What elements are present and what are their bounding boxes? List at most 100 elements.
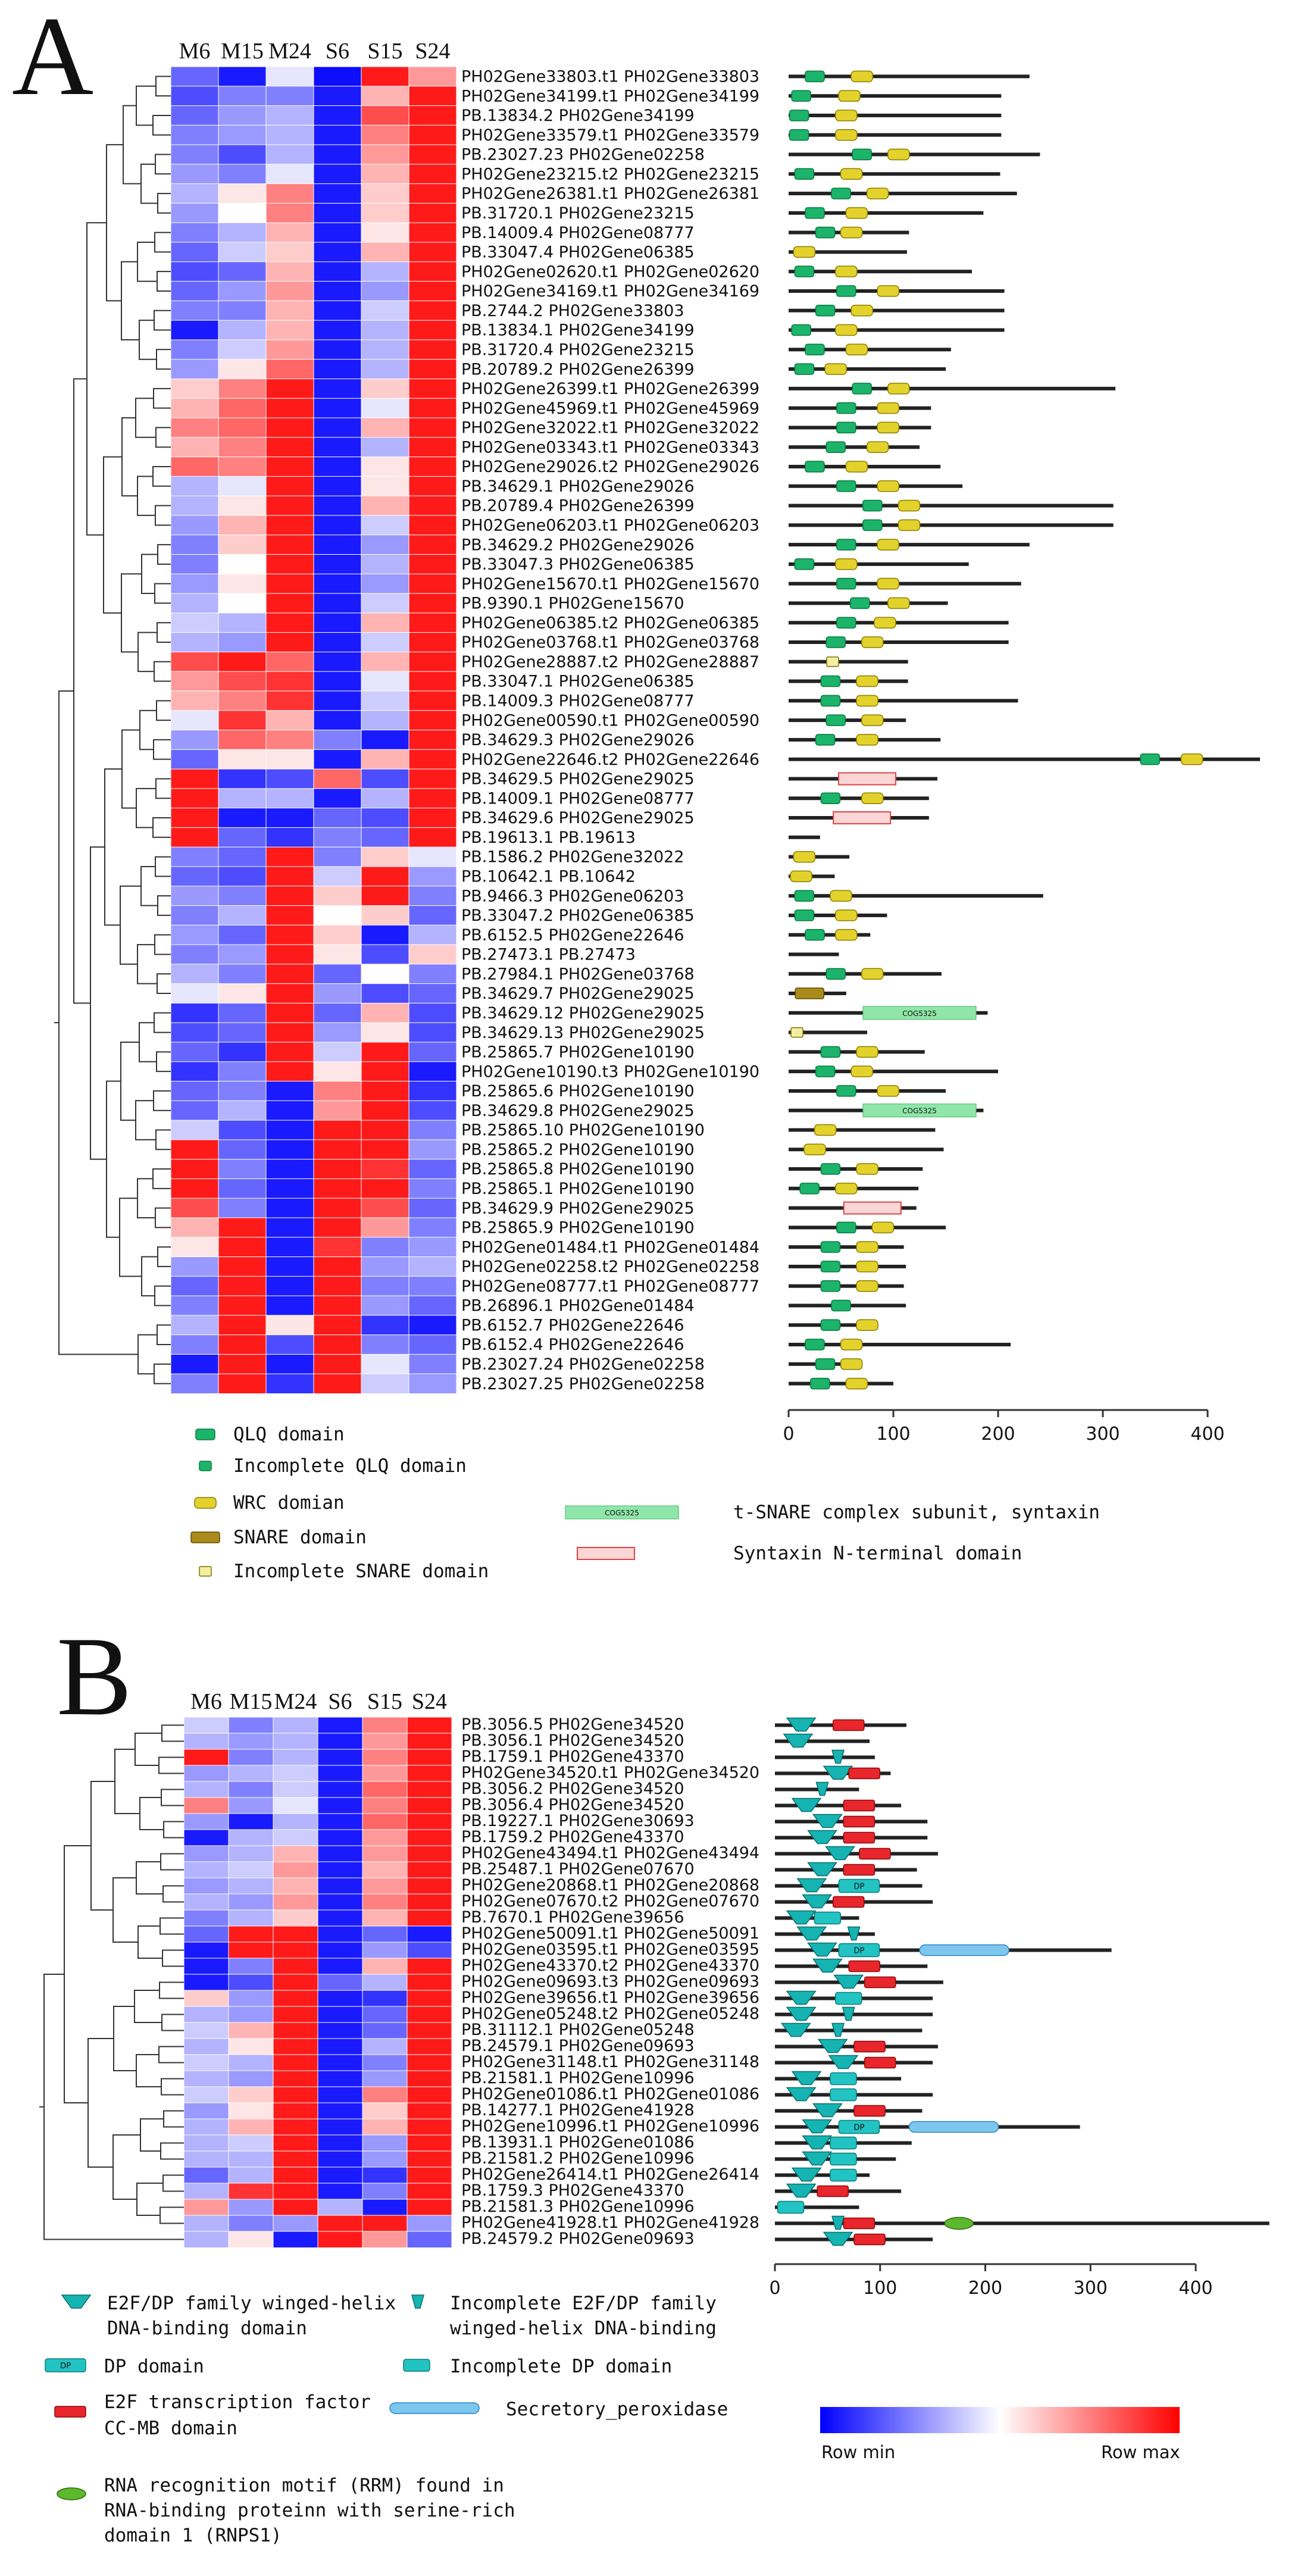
heatmap-cell — [313, 710, 362, 731]
row-label: PH02Gene26399.t1 PH02Gene26399 — [461, 380, 759, 398]
heatmap-cell — [170, 202, 219, 224]
heatmap-cell — [273, 2150, 318, 2168]
legend-incomplete-qlq-label: Incomplete QLQ domain — [233, 1455, 467, 1477]
heatmap-cell — [362, 1942, 408, 1959]
e2f-dp-winged-helix-domain-icon — [802, 2119, 833, 2134]
heatmap-cell — [218, 242, 267, 262]
heatmap-cell — [265, 164, 314, 185]
e2f-cc-mb-domain-icon — [54, 2406, 86, 2418]
heatmap-cell — [183, 1974, 229, 1991]
heatmap-cell — [407, 2086, 452, 2103]
wrc-domain-icon — [194, 1497, 217, 1509]
heatmap-cell — [170, 378, 219, 399]
qlq-domain-icon — [820, 1280, 841, 1292]
row-label: PB.23027.24 PH02Gene02258 — [461, 1355, 705, 1374]
heatmap-cell — [265, 1061, 314, 1082]
heatmap-cell — [170, 1081, 219, 1102]
heatmap-cell — [228, 1942, 274, 1959]
protein-backbone — [789, 308, 1005, 312]
wrc-domain-icon — [840, 1339, 863, 1350]
row-label: PB.2744.2 PH02Gene33803 — [461, 302, 684, 320]
qlq-domain-icon — [805, 343, 825, 356]
heatmap-cell — [228, 1749, 274, 1766]
heatmap-cell — [313, 924, 362, 946]
heatmap-cell — [183, 2215, 229, 2232]
qlq-domain-icon — [789, 129, 809, 141]
protein-backbone — [789, 348, 951, 352]
protein-backbone — [789, 133, 1002, 137]
e2f-dp-winged-helix-domain-icon — [802, 2135, 833, 2150]
qlq-domain-icon — [826, 968, 846, 980]
heatmap-cell — [361, 808, 409, 829]
heatmap-cell — [361, 86, 409, 107]
protein-backbone — [789, 835, 820, 839]
heatmap-cell — [228, 2150, 274, 2168]
heatmap-cell — [408, 1159, 457, 1180]
e2f-dp-winged-helix-domain-icon — [796, 1878, 827, 1893]
protein-backbone — [775, 1739, 870, 1743]
heatmap-cell — [228, 1733, 274, 1750]
protein-backbone — [775, 1932, 875, 1936]
heatmap-cell — [361, 1139, 409, 1160]
heatmap-cell — [313, 1295, 362, 1316]
heatmap-cell — [313, 768, 362, 789]
heatmap-cell — [218, 339, 267, 360]
panel-label-b: B — [57, 1614, 132, 1739]
heatmap-cell — [361, 1042, 409, 1062]
row-label: PH02Gene31148.t1 PH02Gene31148 — [461, 2053, 759, 2071]
row-label: PB.25487.1 PH02Gene07670 — [461, 1860, 695, 1878]
row-label: PB.34629.6 PH02Gene29025 — [461, 809, 695, 827]
heatmap-cell — [317, 1909, 363, 1927]
heatmap-cell — [362, 2118, 408, 2136]
protein-backbone — [789, 855, 850, 859]
heatmap-cell — [170, 573, 219, 595]
heatmap-cell — [313, 66, 362, 87]
heatmap-cell — [407, 1942, 452, 1959]
heatmap-cell — [265, 86, 314, 107]
row-label: PB.9390.1 PH02Gene15670 — [461, 595, 684, 613]
column-header-s24: S24 — [412, 1689, 447, 1714]
protein-backbone — [789, 543, 1030, 547]
heatmap-cell — [218, 983, 267, 1004]
heatmap-cell — [170, 593, 219, 614]
row-label: PH02Gene45969.t1 PH02Gene45969 — [461, 399, 759, 418]
qlq-domain-icon — [815, 1065, 836, 1077]
heatmap-cell — [313, 398, 362, 419]
heatmap-cell — [218, 1139, 267, 1160]
heatmap-cell — [408, 476, 457, 497]
heatmap-cell — [408, 1178, 457, 1199]
heatmap-cell — [265, 593, 314, 614]
legend-rrm-label-1: RNA recognition motif (RRM) found in — [104, 2475, 504, 2496]
wrc-domain-icon — [814, 1124, 837, 1136]
heatmap-cell — [313, 632, 362, 653]
qlq-domain-icon — [852, 148, 872, 161]
qlq-domain-icon — [852, 383, 872, 395]
protein-backbone — [789, 699, 1018, 703]
heatmap-cell — [361, 768, 409, 789]
heatmap-cell — [218, 554, 267, 575]
heatmap-cell — [265, 671, 314, 692]
heatmap-cell — [170, 1198, 219, 1218]
heatmap-cell — [362, 1958, 408, 1975]
protein-backbone — [775, 1787, 859, 1792]
heatmap-cell — [228, 1958, 274, 1975]
qlq-domain-icon — [826, 636, 846, 648]
heatmap-cell — [361, 105, 409, 126]
x-axis-tick-label: 0 — [769, 2278, 780, 2299]
heatmap-cell — [362, 1813, 408, 1830]
heatmap-cell — [170, 924, 219, 946]
row-label: PB.14277.1 PH02Gene41928 — [461, 2101, 695, 2119]
row-label: PB.19227.1 PH02Gene30693 — [461, 1812, 695, 1830]
row-label: PB.34629.13 PH02Gene29025 — [461, 1024, 705, 1042]
heatmap-cell — [407, 1893, 452, 1911]
heatmap-cell — [408, 593, 457, 614]
heatmap-cell — [313, 1120, 362, 1140]
column-header-s24: S24 — [415, 39, 450, 64]
heatmap-cell — [170, 905, 219, 926]
heatmap-cell — [407, 1733, 452, 1750]
protein-backbone — [789, 659, 908, 664]
heatmap-cell — [218, 495, 267, 516]
qlq-domain-icon — [815, 734, 836, 746]
heatmap-cell — [408, 1334, 457, 1355]
heatmap-cell — [218, 1315, 267, 1336]
